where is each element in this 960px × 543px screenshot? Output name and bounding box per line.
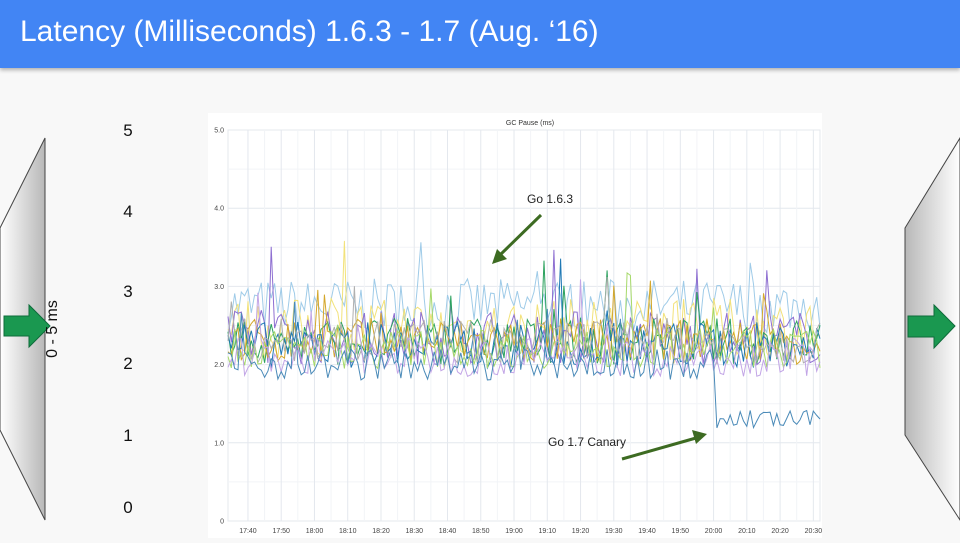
x-tick-label: 18:10	[339, 528, 357, 535]
x-tick-label: 19:40	[638, 528, 656, 535]
series-line	[227, 272, 821, 370]
y-tick-label: 4.0	[214, 206, 224, 213]
scale-label: 5	[123, 121, 133, 140]
chart-title: GC Pause (ms)	[506, 120, 554, 127]
x-tick-label: 18:30	[405, 528, 423, 535]
x-tick-label: 19:20	[572, 528, 590, 535]
annotation-arrow	[498, 213, 543, 257]
series-line	[227, 242, 821, 335]
x-tick-label: 17:40	[239, 528, 257, 535]
title-bar: Latency (Milliseconds) 1.6.3 - 1.7 (Aug.…	[0, 0, 960, 68]
x-tick-label: 19:50	[672, 528, 690, 535]
scale-label: 3	[123, 282, 133, 301]
x-tick-label: 20:10	[738, 528, 756, 535]
y-tick-label: 0	[220, 519, 224, 526]
y-tick-label: 5.0	[214, 128, 224, 135]
x-tick-label: 18:20	[372, 528, 390, 535]
slide-title: Latency (Milliseconds) 1.6.3 - 1.7 (Aug.…	[20, 15, 599, 48]
x-tick-label: 18:00	[306, 528, 324, 535]
x-tick-label: 19:10	[539, 528, 557, 535]
x-tick-label: 20:20	[771, 528, 789, 535]
series-line	[227, 301, 821, 430]
annotation-go-1-7-canary: Go 1.7 Canary	[548, 435, 626, 449]
scale-label: 4	[123, 202, 133, 221]
y-tick-label: 2.0	[214, 362, 224, 369]
arrow-head-icon	[692, 430, 707, 444]
x-tick-label: 19:30	[605, 528, 623, 535]
series-line	[227, 240, 821, 363]
scale-label: 1	[123, 426, 133, 445]
x-tick-label: 18:40	[439, 528, 457, 535]
series-line	[227, 279, 821, 378]
y-tick-label: 1.0	[214, 440, 224, 447]
x-tick-label: 18:50	[472, 528, 490, 535]
x-tick-label: 19:00	[505, 528, 523, 535]
right-arrow-icon	[907, 303, 956, 350]
annotation-arrow	[621, 436, 697, 461]
x-tick-label: 17:50	[272, 528, 290, 535]
gc-pause-chart: GC Pause (ms) 0 1.0 2.0 3.0 4.0 5.0 17:40 17:50…	[208, 113, 831, 538]
x-tick-label: 20:00	[705, 528, 723, 535]
scale-label: 2	[123, 354, 133, 373]
scale-label: 0	[123, 498, 133, 517]
annotation-go-1-6-3: Go 1.6.3	[527, 192, 573, 206]
series-line	[227, 276, 821, 365]
chart-svg: GC Pause (ms) 0 1.0 2.0 3.0 4.0 5.0 17:40 17:50…	[214, 120, 831, 535]
arrow-head-icon	[492, 249, 507, 264]
scale-caption: 0 - 5 ms	[43, 300, 61, 358]
x-tick-label: 20:30	[805, 528, 822, 535]
left-arrow-icon	[3, 303, 51, 349]
y-tick-label: 3.0	[214, 284, 224, 291]
